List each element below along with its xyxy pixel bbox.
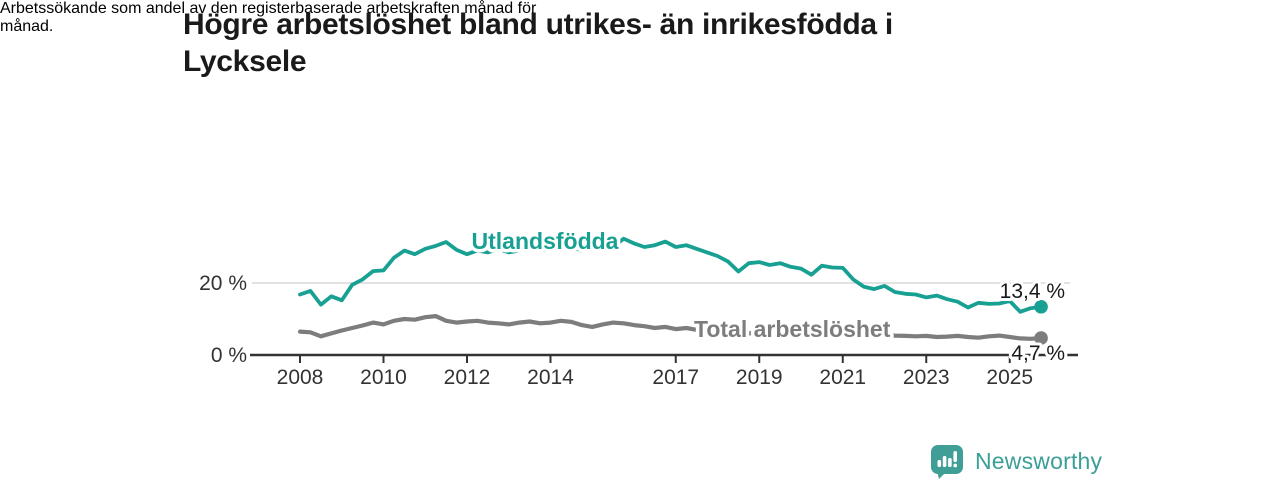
series-line-utlandsfodda [298,236,1043,314]
x-tick-label-2008: 2008 [277,366,324,389]
end-value-label-utlandsfodda: 13,4 % [1000,280,1065,303]
series-label-total: Total arbetslöshet [694,316,891,342]
page-title-line1: Högre arbetslöshet bland utrikes- än inr… [183,8,893,41]
chart-subtitle-line2: månad. [0,18,54,35]
x-tick-label-2025: 2025 [986,366,1033,389]
y-tick-label-0: 0 % [211,344,247,367]
newsworthy-logo[interactable]: Newsworthy [929,443,1102,480]
page-title-line2: Lycksele [183,45,307,78]
end-dot-total [1034,331,1048,345]
x-tick-label-2012: 2012 [444,366,491,389]
newsworthy-logo-text: Newsworthy [975,448,1103,474]
series-line-total [297,314,1044,341]
page-title: Högre arbetslöshet bland utrikes- än inr… [183,6,893,80]
x-tick-label-2021: 2021 [819,366,866,389]
newsworthy-bars-bubble-icon [931,445,963,479]
chart-subtitle-line1: Arbetssökande som andel av den registerb… [0,0,537,17]
end-value-label-total: 4,7 % [1011,342,1065,365]
x-tick-label-2017: 2017 [652,366,699,389]
x-tick-label-2023: 2023 [903,366,950,389]
y-tick-label-20: 20 % [199,272,247,295]
end-dot-utlandsfodda [1034,299,1048,314]
series-label-utlandsfodda: Utlandsfödda [472,228,619,254]
x-tick-label-2010: 2010 [360,366,407,389]
x-tick-label-2014: 2014 [527,366,574,389]
x-tick-label-2019: 2019 [736,366,783,389]
